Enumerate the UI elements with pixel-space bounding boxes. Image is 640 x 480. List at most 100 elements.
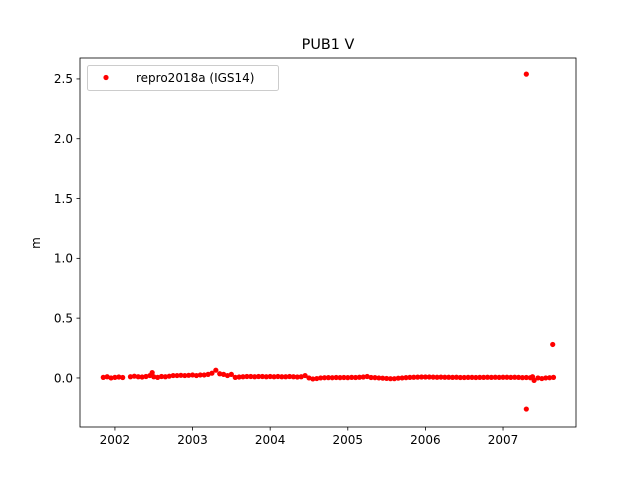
data-point — [399, 375, 405, 381]
data-point — [523, 406, 529, 412]
data-point — [481, 374, 487, 380]
data-point — [387, 376, 394, 382]
data-point — [380, 375, 386, 381]
data-point — [333, 374, 339, 381]
data-point — [302, 372, 308, 379]
data-point — [543, 375, 549, 381]
data-point — [318, 375, 324, 381]
data-point — [112, 374, 118, 380]
data-point — [271, 374, 277, 380]
data-point — [372, 375, 378, 381]
data-point — [453, 374, 460, 380]
data-point — [539, 375, 545, 382]
x-tick-label: 2005 — [333, 433, 364, 447]
data-point — [325, 375, 331, 381]
data-point — [356, 374, 363, 380]
data-point — [395, 375, 401, 381]
data-point — [519, 375, 526, 381]
data-point — [174, 372, 180, 379]
data-point — [345, 375, 351, 381]
data-point — [492, 374, 498, 380]
data-point — [213, 367, 219, 373]
data-point — [438, 374, 444, 380]
data-point — [197, 372, 203, 378]
data-point — [189, 372, 196, 378]
data-point — [461, 374, 467, 381]
data-point — [504, 374, 510, 380]
data-point — [368, 374, 374, 381]
data-point — [349, 374, 355, 380]
data-point — [411, 374, 417, 380]
data-point — [418, 374, 425, 380]
data-point — [469, 374, 475, 380]
data-point — [131, 373, 137, 379]
chart-title: PUB1 V — [302, 37, 355, 53]
data-point — [364, 373, 370, 380]
data-point — [236, 374, 242, 380]
y-tick-label: 2.0 — [54, 132, 73, 146]
data-point — [484, 374, 491, 380]
axes: 2002 2003 2004 2005 2006 2007 0.0 0.5 1.0 1.5 2.0 2… — [54, 57, 577, 447]
data-point — [391, 376, 397, 382]
data-point — [550, 374, 557, 380]
x-tick-label: 2002 — [100, 433, 131, 447]
data-point — [166, 373, 172, 379]
data-point — [275, 373, 281, 380]
data-point — [193, 372, 200, 379]
x-tick-label: 2004 — [255, 433, 286, 447]
data-point — [186, 372, 192, 378]
data-point — [182, 372, 188, 379]
axes-frame — [79, 57, 577, 428]
x-tick-label: 2006 — [410, 433, 441, 447]
legend-marker — [103, 74, 109, 81]
data-point — [255, 373, 262, 380]
data-point — [500, 374, 506, 380]
data-point — [267, 373, 273, 380]
data-point — [384, 375, 390, 382]
data-point — [155, 374, 161, 380]
data-point — [465, 374, 471, 380]
data-point — [477, 374, 483, 380]
data-point — [209, 370, 215, 376]
data-point — [248, 373, 254, 380]
data-point — [151, 374, 157, 380]
y-tick-label: 2.5 — [54, 72, 73, 86]
data-point — [473, 374, 479, 381]
data-point — [314, 375, 320, 382]
data-point — [535, 375, 541, 381]
data-point — [508, 374, 514, 380]
data-point — [263, 374, 269, 380]
y-axis-label: m — [29, 237, 43, 249]
x-tick-label: 2007 — [488, 433, 519, 447]
data-point — [329, 375, 335, 381]
data-point — [108, 375, 114, 381]
data-point — [149, 369, 155, 376]
data-point — [488, 374, 494, 380]
data-point — [240, 374, 246, 380]
legend-frame — [87, 65, 279, 91]
x-tick-label: 2003 — [177, 433, 208, 447]
data-point — [341, 374, 347, 381]
data-point — [120, 374, 126, 381]
data-point — [232, 374, 238, 380]
data-point — [170, 372, 176, 379]
data-point — [244, 373, 250, 380]
data-point — [523, 374, 529, 381]
data-point — [523, 71, 529, 77]
data-point — [283, 374, 289, 380]
data-point — [360, 374, 366, 380]
data-point — [162, 374, 168, 380]
data-point — [512, 374, 518, 380]
data-point — [550, 341, 556, 348]
data-point — [434, 374, 440, 380]
data-point — [310, 376, 316, 382]
data-point — [116, 374, 122, 380]
data-point — [290, 374, 297, 380]
data-point — [279, 374, 285, 380]
data-point — [100, 374, 106, 380]
data-point — [407, 374, 413, 380]
data-points — [100, 71, 557, 412]
legend: repro2018a (IGS14) — [87, 65, 279, 91]
y-tick-label: 1.5 — [54, 192, 73, 206]
